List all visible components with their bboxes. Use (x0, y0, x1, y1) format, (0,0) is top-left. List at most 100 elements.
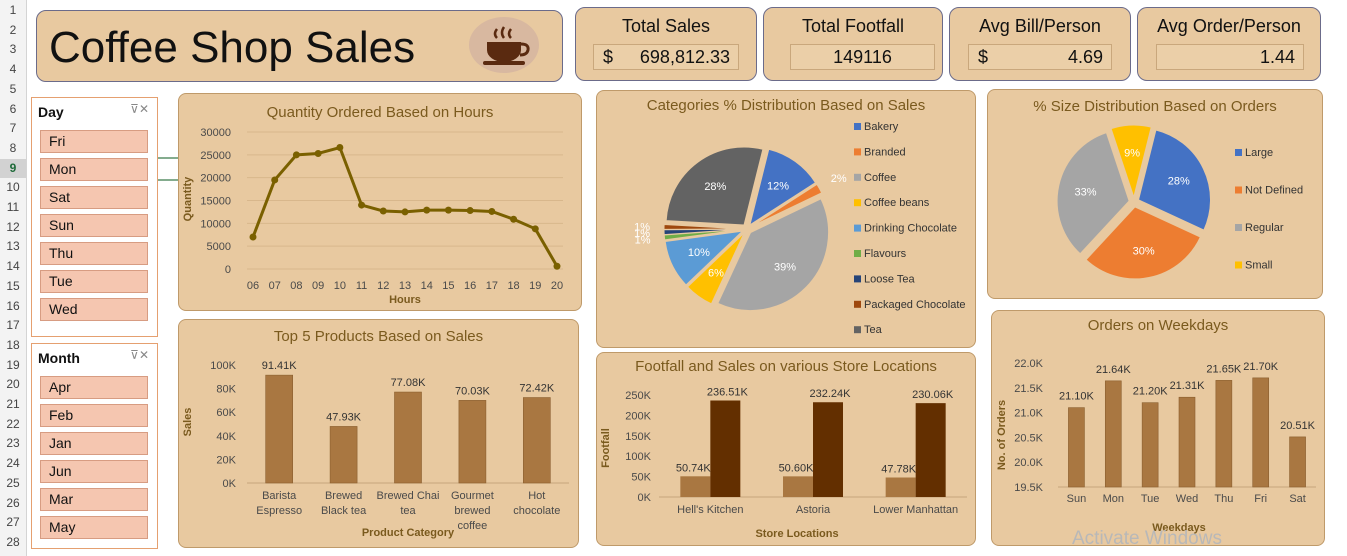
kpi-value: 149116 (790, 44, 935, 70)
x-axis-label: Weekdays (1152, 522, 1206, 534)
slicer-item[interactable]: Tue (40, 270, 148, 293)
x-tick-label: Hell's Kitchen (677, 504, 743, 516)
y-tick-label: 25000 (200, 150, 231, 162)
x-tick-label: Mon (1103, 493, 1124, 505)
row-number[interactable]: 8 (9, 140, 17, 155)
page-title: Coffee Shop Sales (49, 23, 416, 72)
bar (522, 397, 551, 484)
x-tick-label: Brewed (325, 490, 362, 502)
row-number[interactable]: 7 (9, 121, 17, 136)
row-number[interactable]: 6 (9, 101, 17, 116)
legend-swatch (1235, 149, 1242, 156)
row-number[interactable]: 18 (6, 337, 20, 352)
slicer-item[interactable]: Thu (40, 242, 148, 265)
x-tick-label: 10 (334, 280, 346, 292)
y-tick-label: 21.0K (1014, 408, 1043, 420)
row-number[interactable]: 3 (9, 42, 17, 57)
slicer-item[interactable]: Apr (40, 376, 148, 399)
row-number[interactable]: 26 (6, 495, 20, 510)
x-tick-label: Sat (1289, 493, 1306, 505)
data-label: 21.70K (1243, 361, 1279, 373)
row-number[interactable]: 27 (6, 515, 20, 530)
legend-label: Not Defined (1245, 185, 1303, 197)
data-point (401, 208, 409, 216)
x-tick-label: Hot (528, 490, 545, 502)
row-number[interactable]: 21 (6, 397, 20, 411)
row-number[interactable]: 14 (6, 259, 20, 274)
row-number[interactable]: 13 (6, 239, 20, 254)
x-tick-label: 07 (269, 280, 281, 292)
clear-filter-icon[interactable]: ⊽✕ (130, 102, 149, 116)
y-tick-label: 200K (625, 410, 651, 422)
x-tick-label: 14 (421, 280, 433, 292)
row-number[interactable]: 23 (6, 436, 20, 451)
slicer-title: Day (38, 104, 64, 120)
row-number[interactable]: 11 (6, 200, 20, 214)
pie-slice (665, 146, 764, 226)
data-label: 1% (634, 228, 650, 240)
row-number[interactable]: 19 (6, 357, 20, 372)
bar (394, 391, 422, 484)
row-number[interactable]: 12 (6, 219, 20, 234)
row-number[interactable]: 24 (6, 456, 20, 471)
x-tick-label: Gourmet (451, 490, 494, 502)
y-tick-label: 20.5K (1014, 432, 1043, 444)
row-number[interactable]: 22 (6, 416, 20, 431)
data-label: 21.65K (1206, 363, 1242, 375)
x-tick-label: brewed (454, 505, 490, 517)
y-tick-label: 250K (625, 390, 651, 402)
row-number[interactable]: 20 (6, 377, 20, 392)
bar (783, 476, 813, 497)
day-slicer: Day ⊽✕ Fri Mon Sat Sun Thu Tue Wed (31, 97, 158, 337)
data-label: 20.51K (1280, 420, 1316, 432)
bar (265, 374, 293, 484)
kpi-value-box: $ 4.69 (968, 44, 1112, 70)
row-number[interactable]: 2 (9, 22, 17, 37)
slicer-item[interactable]: Mon (40, 158, 148, 181)
y-tick-label: 0K (638, 492, 652, 504)
pie-slice (1137, 129, 1211, 231)
x-tick-label: 18 (507, 280, 519, 292)
row-number[interactable]: 1 (9, 3, 17, 17)
data-label: 50.60K (779, 462, 815, 474)
legend-swatch (854, 199, 861, 207)
y-tick-label: 19.5K (1014, 482, 1043, 494)
slicer-title: Month (38, 350, 80, 366)
bar (1068, 407, 1085, 488)
bar (329, 426, 358, 484)
slicer-item[interactable]: Jan (40, 432, 148, 455)
x-tick-label: coffee (458, 520, 488, 532)
row-number[interactable]: 5 (9, 81, 17, 96)
row-number[interactable]: 17 (6, 318, 20, 333)
slicer-item[interactable]: Sat (40, 186, 148, 209)
legend-swatch (854, 275, 861, 283)
row-number[interactable]: 9 (0, 158, 26, 179)
y-tick-label: 20.0K (1014, 457, 1043, 469)
clear-filter-icon[interactable]: ⊽✕ (130, 348, 149, 362)
row-number[interactable]: 15 (6, 278, 20, 293)
y-axis-label: Quantity (182, 176, 194, 221)
slicer-item[interactable]: May (40, 516, 148, 539)
slicer-item[interactable]: Mar (40, 488, 148, 511)
legend-swatch (854, 250, 861, 257)
slicer-item[interactable]: Sun (40, 214, 148, 237)
pie-slice (1056, 131, 1130, 255)
row-number[interactable]: 28 (6, 534, 20, 549)
data-label: 6% (708, 267, 724, 279)
slicer-item[interactable]: Wed (40, 298, 148, 321)
row-number[interactable]: 4 (9, 62, 17, 77)
data-label: 230.06K (912, 389, 954, 401)
row-number[interactable]: 10 (6, 180, 20, 195)
slicer-item[interactable]: Jun (40, 460, 148, 483)
row-number[interactable]: 25 (6, 475, 20, 490)
slicer-item[interactable]: Feb (40, 404, 148, 427)
chart-hours-panel: Quantity Ordered Based on Hours 0 5000 100… (178, 93, 582, 311)
data-label: 232.24K (810, 388, 852, 400)
data-label: 21.31K (1170, 380, 1206, 392)
slicer-item[interactable]: Fri (40, 130, 148, 153)
x-tick-label: Tue (1141, 493, 1160, 505)
bar (710, 400, 741, 497)
x-tick-label: 06 (247, 280, 259, 292)
row-number[interactable]: 16 (6, 298, 20, 313)
legend-label: Branded (864, 146, 906, 158)
